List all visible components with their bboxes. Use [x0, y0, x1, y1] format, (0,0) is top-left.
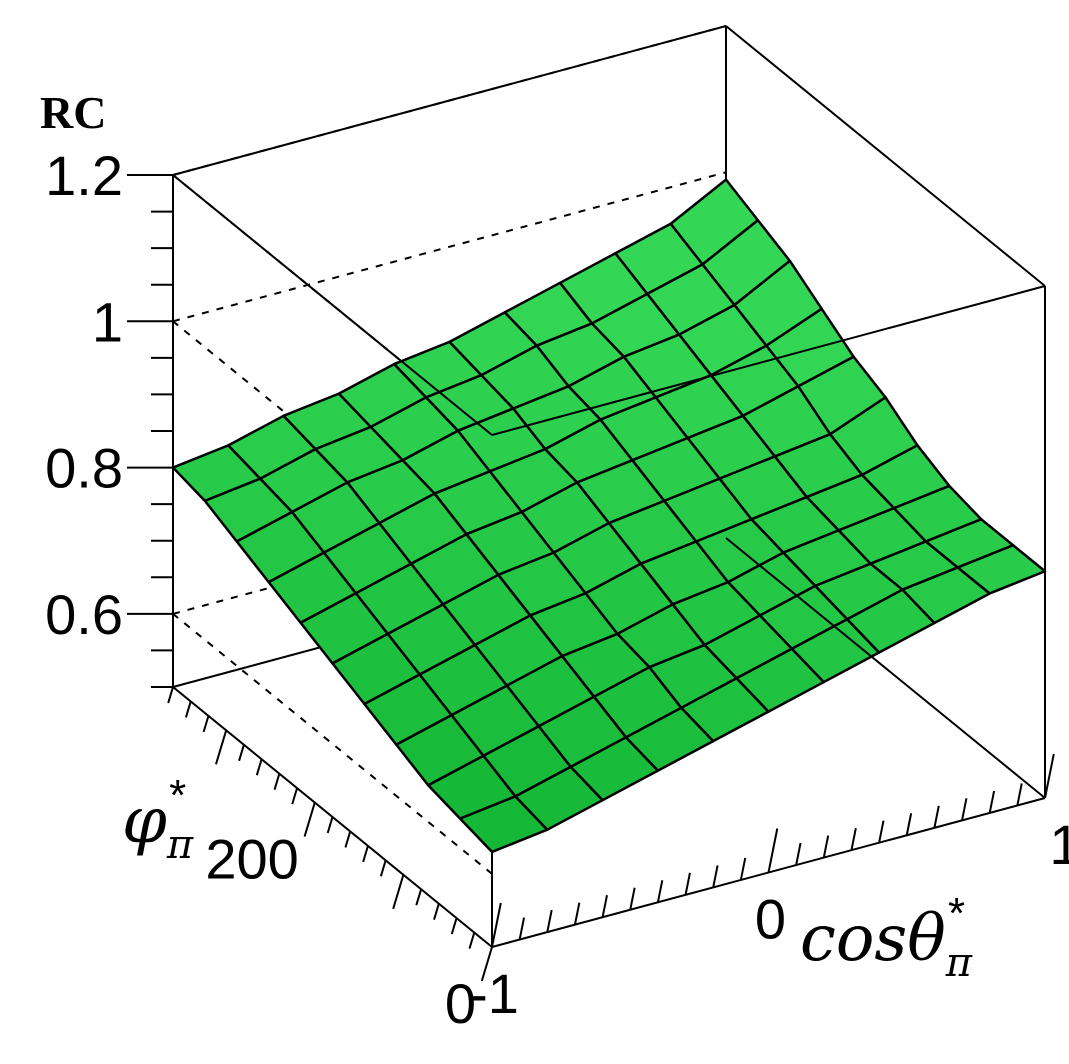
y-major-tick — [303, 802, 316, 837]
box-edge-top-left — [172, 174, 493, 436]
y-axis-title-var: φ — [122, 784, 167, 858]
box-edge-top-right — [725, 25, 1046, 287]
y-tick-label: 0 — [445, 972, 476, 1035]
z-tick-label: 1.2 — [45, 144, 123, 207]
x-major-tick — [767, 828, 779, 873]
y-minor-tick — [326, 816, 334, 834]
x-minor-tick — [822, 835, 830, 858]
y-minor-tick — [238, 744, 245, 762]
y-minor-tick — [202, 715, 210, 733]
y-minor-tick — [468, 932, 476, 949]
y-major-tick — [480, 946, 493, 982]
x-minor-tick — [546, 909, 553, 933]
y-minor-tick — [184, 701, 192, 718]
y-minor-tick — [450, 917, 458, 935]
y-major-tick — [392, 874, 405, 910]
y-minor-tick — [362, 845, 369, 863]
x-minor-tick — [1016, 783, 1023, 806]
box-edge-front-floor — [491, 797, 1046, 948]
x-tick-label: 0 — [755, 888, 786, 951]
z-tick-label: 0.8 — [45, 437, 123, 500]
y-minor-tick — [379, 860, 387, 877]
x-minor-tick — [629, 887, 636, 910]
x-major-tick — [1044, 753, 1055, 799]
x-axis-title-sub: π — [945, 940, 973, 986]
z-tick-label: 0.6 — [45, 583, 123, 646]
x-minor-tick — [739, 857, 747, 881]
z-tick-label: 1 — [92, 290, 123, 353]
x-minor-tick — [878, 820, 885, 843]
x-minor-tick — [933, 805, 940, 828]
x-axis-title: cosθπ* — [800, 889, 973, 986]
axis-labels: RC φπ* cosθπ* — [40, 87, 973, 986]
x-axis-title-var: cosθ — [800, 902, 946, 976]
x-major-tick — [491, 902, 502, 948]
y-minor-tick — [273, 773, 281, 790]
x-minor-tick — [850, 827, 857, 851]
y-minor-tick — [433, 903, 440, 920]
x-tick-label: 1 — [1049, 813, 1069, 876]
x-tick-label: -1 — [469, 962, 519, 1025]
x-minor-tick — [905, 813, 913, 836]
x-minor-tick — [518, 917, 526, 940]
y-minor-tick — [167, 686, 174, 704]
z-axis-label: RC — [40, 87, 106, 138]
y-major-tick — [215, 730, 228, 765]
box-edge-top-front — [491, 285, 1046, 436]
x-minor-tick — [601, 895, 608, 918]
y-minor-tick — [291, 787, 299, 805]
x-minor-tick — [712, 865, 719, 888]
x-minor-tick — [684, 872, 691, 896]
x-minor-tick — [573, 902, 581, 925]
box-edge-right-floor — [725, 537, 1046, 799]
x-minor-tick — [795, 842, 802, 866]
y-minor-tick — [255, 758, 263, 776]
x-minor-tick — [656, 880, 664, 903]
y-tick-label: 200 — [205, 828, 298, 891]
y-minor-tick — [415, 888, 423, 906]
surface-mesh — [171, 178, 1047, 854]
box-edge-top-back — [172, 25, 727, 176]
y-minor-tick — [344, 831, 352, 848]
y-axis-title-sub: π — [166, 822, 194, 868]
gridline-back-wall — [172, 171, 727, 323]
x-axis-title-sup: * — [948, 889, 965, 938]
y-axis-title: φπ* — [122, 771, 194, 868]
y-axis-title-sup: * — [169, 771, 186, 820]
x-minor-tick — [961, 798, 968, 821]
x-minor-tick — [988, 790, 996, 814]
box-front-edges — [172, 25, 1046, 948]
surface-cell — [956, 544, 1047, 595]
